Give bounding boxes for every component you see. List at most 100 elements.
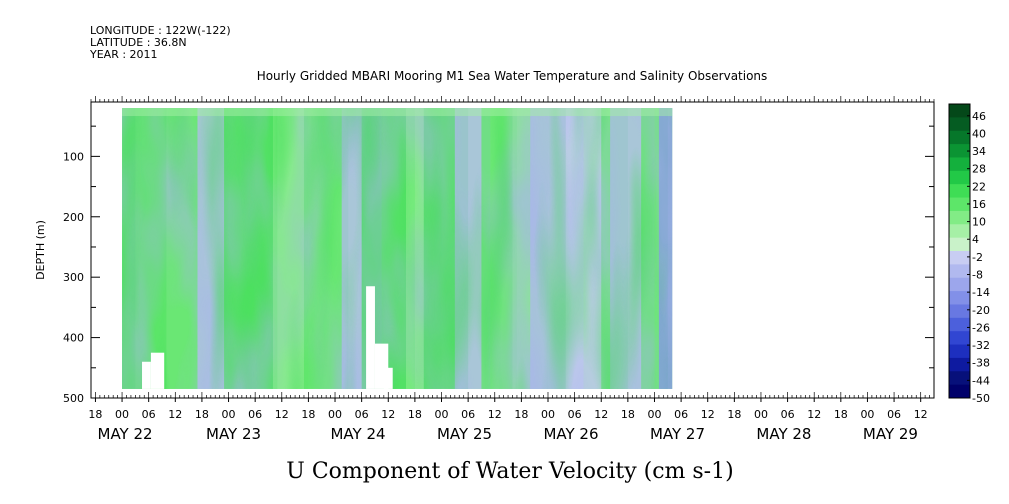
x-tick-label: 12 — [594, 408, 608, 421]
year-label: YEAR : 2011 — [90, 48, 158, 61]
x-tick-label: 06 — [568, 408, 582, 421]
data-gap — [383, 367, 393, 389]
colorbar-swatch — [949, 157, 970, 172]
x-tick-label: 06 — [461, 408, 475, 421]
y-axis-label: DEPTH (m) — [34, 220, 47, 280]
colorbar-label: -14 — [972, 286, 990, 299]
x-tick-label: 00 — [435, 408, 449, 421]
x-tick-label: 18 — [514, 408, 528, 421]
colorbar-swatch — [949, 197, 970, 212]
colorbar-label: -2 — [972, 251, 983, 264]
colorbar-swatch — [949, 344, 970, 359]
x-tick-label: 18 — [301, 408, 315, 421]
colorbar-label: 40 — [972, 127, 986, 140]
colorbar-swatch — [949, 277, 970, 292]
x-tick-label: 06 — [674, 408, 688, 421]
colorbar-swatch — [949, 237, 970, 252]
colorbar-swatch — [949, 170, 970, 185]
chart-title: Hourly Gridded MBARI Mooring M1 Sea Wate… — [257, 69, 768, 83]
x-tick-label: 00 — [328, 408, 342, 421]
latitude-label: LATITUDE : 36.8N — [90, 36, 187, 49]
x-tick-label: 06 — [887, 408, 901, 421]
colorbar-swatch — [949, 331, 970, 346]
colorbar-swatch — [949, 264, 970, 279]
surface-layer — [122, 108, 673, 117]
colorbar-swatch — [949, 117, 970, 132]
x-day-label: MAY 29 — [863, 425, 918, 443]
chart-caption: U Component of Water Velocity (cm s-1) — [286, 459, 733, 484]
colorbar-label: 22 — [972, 180, 986, 193]
colorbar-label: 4 — [972, 233, 979, 246]
colorbar-label: -38 — [972, 357, 990, 370]
colorbar-swatch — [949, 224, 970, 239]
x-tick-label: 12 — [914, 408, 928, 421]
x-tick-label: 18 — [195, 408, 209, 421]
colorbar-label: -26 — [972, 321, 990, 334]
colorbar-swatch — [949, 371, 970, 386]
colorbar-swatch — [949, 291, 970, 305]
x-tick-label: 12 — [381, 408, 395, 421]
x-day-label: MAY 26 — [543, 425, 598, 443]
x-tick-label: 12 — [488, 408, 502, 421]
x-day-label: MAY 23 — [206, 425, 261, 443]
positive-patches — [122, 108, 673, 389]
colorbar-swatch — [949, 144, 970, 158]
x-tick-label: 12 — [701, 408, 715, 421]
colorbar-label: -50 — [972, 392, 990, 405]
x-axis: 18 00 06 12 18 00 06 12 18 00 06 12 18 00 06 12 18 00 06 12… — [88, 96, 935, 443]
colorbar-label: 46 — [972, 110, 986, 123]
velocity-field — [122, 108, 708, 389]
x-tick-label: 00 — [541, 408, 555, 421]
y-tick-label: 100 — [63, 150, 84, 163]
colorbar-swatch — [949, 251, 970, 265]
longitude-label: LONGITUDE : 122W(-122) — [90, 24, 231, 37]
y-tick-label: 300 — [63, 271, 84, 284]
y-tick-label: 400 — [63, 332, 84, 345]
colorbar: 46 40 34 28 22 16 10 4 -2 -8 -14 -20 -26 -32 -38 -44 -50 — [948, 103, 990, 405]
x-day-label: MAY 28 — [756, 425, 811, 443]
colorbar-label: 16 — [972, 198, 986, 211]
data-gap — [142, 361, 151, 389]
x-day-label: MAY 27 — [650, 425, 705, 443]
colorbar-label: 28 — [972, 163, 986, 176]
data-gap — [698, 328, 708, 389]
colorbar-swatch — [949, 304, 970, 319]
x-tick-label: 12 — [807, 408, 821, 421]
colorbar-swatch — [949, 130, 970, 145]
x-tick-label: 18 — [88, 408, 102, 421]
x-tick-label: 00 — [647, 408, 661, 421]
colorbar-label: 34 — [972, 145, 986, 158]
colorbar-swatch — [949, 210, 970, 225]
data-gap — [150, 352, 165, 389]
data-gap — [366, 286, 375, 389]
x-tick-label: 18 — [834, 408, 848, 421]
colorbar-swatch — [949, 104, 970, 118]
x-tick-label: 06 — [781, 408, 795, 421]
x-tick-label: 12 — [168, 408, 182, 421]
colorbar-swatch — [949, 184, 970, 199]
x-day-label: MAY 22 — [98, 425, 153, 443]
colorbar-frame — [948, 103, 971, 399]
x-tick-label: 00 — [222, 408, 236, 421]
x-tick-label: 00 — [115, 408, 129, 421]
colorbar-label: -32 — [972, 339, 990, 352]
colorbar-swatch — [949, 384, 970, 399]
x-tick-label: 06 — [355, 408, 369, 421]
x-tick-label: 06 — [248, 408, 262, 421]
y-tick-label: 200 — [63, 211, 84, 224]
y-axis: 100 200 300 400 500 — [63, 125, 934, 405]
colorbar-label: -8 — [972, 269, 983, 282]
y-tick-label: 500 — [63, 392, 84, 405]
x-tick-label: 18 — [727, 408, 741, 421]
x-tick-label: 06 — [142, 408, 156, 421]
colorbar-swatch — [949, 357, 970, 372]
x-tick-label: 18 — [621, 408, 635, 421]
x-tick-label: 12 — [275, 408, 289, 421]
x-tick-label: 00 — [860, 408, 874, 421]
x-tick-label: 18 — [408, 408, 422, 421]
colorbar-label: 10 — [972, 216, 986, 229]
colorbar-label: -20 — [972, 304, 990, 317]
colorbar-label: -44 — [972, 374, 990, 387]
x-day-label: MAY 24 — [330, 425, 385, 443]
